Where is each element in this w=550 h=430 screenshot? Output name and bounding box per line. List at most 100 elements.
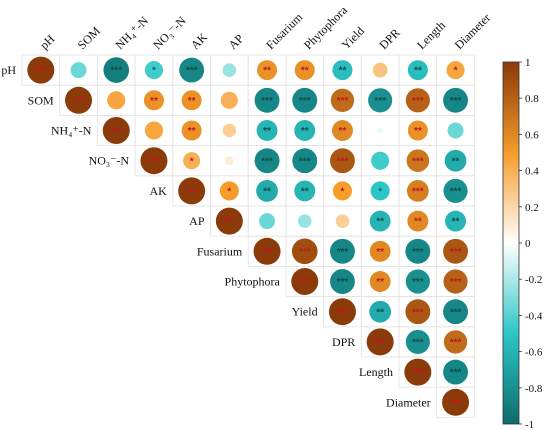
- correlation-circle: [331, 120, 353, 141]
- correlation-circle: [443, 269, 468, 294]
- colorbar-tick-label: -0.4: [525, 310, 543, 322]
- significance-label: *: [340, 187, 344, 198]
- colorbar-tick-label: -1: [525, 419, 534, 430]
- column-label: Fusarium: [263, 10, 305, 52]
- correlation-circle: [405, 238, 431, 264]
- significance-label: **: [301, 187, 309, 198]
- significance-label: **: [263, 66, 271, 77]
- correlation-circle: [144, 121, 164, 140]
- significance-label: *: [152, 66, 156, 77]
- significance-label: **: [414, 217, 422, 228]
- significance-label: **: [376, 247, 384, 258]
- correlation-circle: [332, 181, 352, 201]
- correlation-circle: [215, 207, 243, 235]
- significance-label: ***: [337, 96, 349, 107]
- significance-label: *: [454, 66, 458, 77]
- correlation-circle: [330, 148, 355, 174]
- grid-cell: [436, 386, 475, 418]
- cell-grid: [21, 54, 475, 418]
- correlation-circle: [443, 299, 468, 325]
- significance-label: **: [339, 66, 347, 77]
- correlation-circle: [222, 63, 237, 77]
- colorbar-tick-label: -0.8: [525, 383, 543, 395]
- colorbar-tick-label: 0: [525, 238, 531, 250]
- correlation-circle: [405, 299, 431, 325]
- column-label: Diameter: [452, 11, 493, 52]
- correlation-circle: [225, 156, 234, 165]
- correlation-circle: [407, 60, 428, 81]
- significance-label: ***: [412, 156, 424, 167]
- colorbar-tick-label: 0.2: [525, 202, 539, 214]
- correlation-circle: [444, 149, 467, 172]
- correlation-circle: [219, 181, 239, 201]
- colorbar-tick-label: -0.6: [525, 347, 543, 359]
- significance-label: ***: [412, 338, 424, 349]
- significance-label: ***: [35, 66, 47, 77]
- row-label: pH: [1, 63, 16, 77]
- correlation-circle: [143, 90, 164, 111]
- significance-label: ***: [450, 247, 462, 258]
- colorbar-tick-label: 0.4: [525, 166, 539, 178]
- column-labels: pH SOM NH₄⁺-N NO₃⁻-N AK AP FusariumPhytophoraY…: [37, 3, 493, 53]
- significance-label: ***: [412, 187, 424, 198]
- significance-label: ***: [261, 156, 273, 167]
- correlation-circle: [406, 180, 429, 202]
- row-label: Fusarium: [197, 244, 243, 258]
- row-label: Diameter: [386, 395, 431, 409]
- correlation-circle: [256, 120, 278, 141]
- correlation-circle: [443, 178, 468, 203]
- correlation-circle: [259, 213, 276, 230]
- correlation-circle: [371, 151, 390, 170]
- significance-label: ***: [450, 187, 462, 198]
- significance-label: ***: [299, 156, 311, 167]
- correlation-circle: [144, 61, 164, 80]
- row-label: Yield: [292, 305, 318, 319]
- correlation-circle: [332, 60, 353, 81]
- correlation-circle: [27, 56, 55, 84]
- correlation-circle: [294, 120, 316, 141]
- row-label: SOM: [28, 93, 54, 107]
- correlation-circle: [368, 88, 393, 113]
- correlation-circle: [294, 180, 316, 202]
- significance-label: ***: [337, 156, 349, 167]
- correlation-circle: [102, 117, 130, 144]
- correlation-circle: [330, 238, 355, 264]
- significance-label: **: [376, 217, 384, 228]
- correlation-circle: [107, 91, 126, 110]
- significance-label: ***: [299, 277, 311, 288]
- colorbar: 1 0.8 0.6 0.4 0.2 0 -0.2 -0.4 -0.6 -0.8 -1: [502, 57, 543, 430]
- correlation-circle: [294, 60, 315, 81]
- correlation-circle: [292, 148, 318, 174]
- correlation-circle: [443, 238, 468, 264]
- significance-label: *: [227, 187, 231, 198]
- significance-label: ***: [299, 247, 311, 258]
- correlation-circle: [257, 60, 278, 81]
- correlation-circle: [372, 62, 388, 78]
- correlation-circle: [370, 181, 390, 201]
- significance-label: ***: [337, 307, 349, 318]
- significance-label: **: [414, 66, 422, 77]
- significance-label: ***: [374, 338, 386, 349]
- row-label: AK: [149, 184, 167, 198]
- correlation-circle: [406, 149, 430, 172]
- significance-label: ***: [337, 277, 349, 288]
- correlation-circle: [443, 330, 468, 354]
- column-label: AK: [188, 30, 210, 52]
- correlation-circle: [220, 91, 238, 109]
- significance-label: ***: [337, 247, 349, 258]
- correlation-circle: [328, 298, 356, 326]
- correlation-circle: [445, 210, 467, 232]
- significance-label: ***: [412, 277, 424, 288]
- row-label: Phytophora: [225, 275, 281, 289]
- correlation-circle: [377, 127, 384, 134]
- correlation-circle: [407, 120, 428, 141]
- column-label: NH₄⁺-N: [112, 13, 151, 52]
- significance-label: **: [263, 187, 271, 198]
- significance-label: ***: [450, 368, 462, 379]
- colorbar-bar: [502, 61, 520, 425]
- correlation-circle: [253, 237, 281, 265]
- significance-label: **: [301, 126, 309, 137]
- row-label: NO₃⁻-N: [89, 154, 130, 168]
- significance-label: ***: [450, 277, 462, 288]
- correlation-circle: [179, 57, 205, 83]
